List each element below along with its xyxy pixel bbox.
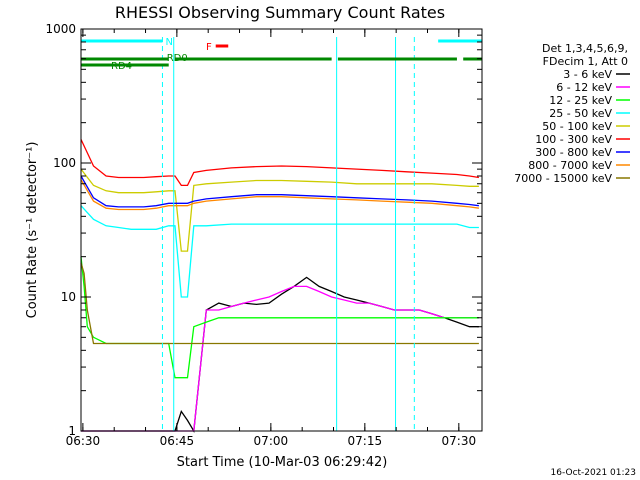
legend-entry-label: 800 - 7000 keV — [528, 159, 612, 172]
x-tick-label: 07:30 — [442, 434, 477, 448]
series-line-5 — [80, 139, 480, 187]
flag-layer: N F RD0 RD4 — [81, 37, 482, 72]
legend-entry-label: 7000 - 15000 keV — [514, 172, 612, 185]
x-axis-label: Start Time (10-Mar-03 06:29:42) — [177, 455, 388, 470]
x-tick-label: 07:15 — [348, 434, 383, 448]
y-tick-label: 10 — [61, 290, 76, 304]
y-axis: 1 10 100 1000 — [45, 22, 482, 438]
flag-label-n: N — [165, 37, 172, 48]
legend-header-line: Det 1,3,4,5,6,9, — [542, 42, 628, 55]
legend-header-line: FDecim 1, Att 0 — [543, 55, 628, 68]
legend-entry-label: 300 - 800 keV — [535, 146, 612, 159]
series-line-3 — [80, 205, 479, 298]
legend-entry-label: 6 - 12 keV — [556, 81, 612, 94]
legend-entry-label: 3 - 6 keV — [563, 68, 612, 81]
series-line-4 — [80, 168, 479, 252]
chart-title: RHESSI Observing Summary Count Rates — [115, 3, 445, 22]
y-tick-label: 100 — [53, 156, 76, 170]
legend-entry-label: 12 - 25 keV — [549, 94, 612, 107]
legend-entry-label: 100 - 300 keV — [535, 133, 612, 146]
timestamp: 16-Oct-2021 01:23 — [551, 468, 636, 478]
legend: Det 1,3,4,5,6,9,FDecim 1, Att 03 - 6 keV… — [514, 42, 630, 185]
x-axis: 06:30 06:45 07:00 07:15 07:30 — [66, 29, 477, 448]
flag-label-rd0: RD0 — [167, 53, 188, 64]
flag-label-f: F — [206, 42, 212, 53]
legend-entry-label: 50 - 100 keV — [542, 120, 612, 133]
x-tick-label: 07:00 — [254, 434, 289, 448]
legend-entry-label: 25 - 50 keV — [549, 107, 612, 120]
y-tick-label: 1000 — [45, 22, 76, 36]
series-line-6 — [80, 175, 479, 208]
series-line-7 — [80, 179, 479, 211]
y-tick-label: 1 — [68, 424, 76, 438]
x-tick-label: 06:45 — [160, 434, 195, 448]
series-line-8 — [80, 262, 479, 345]
plot-frame — [80, 28, 483, 432]
x-tick-label: 06:30 — [66, 434, 101, 448]
flag-label-rd4: RD4 — [111, 61, 132, 72]
y-axis-label: Count Rate (s⁻¹ detector⁻¹) — [25, 142, 40, 319]
